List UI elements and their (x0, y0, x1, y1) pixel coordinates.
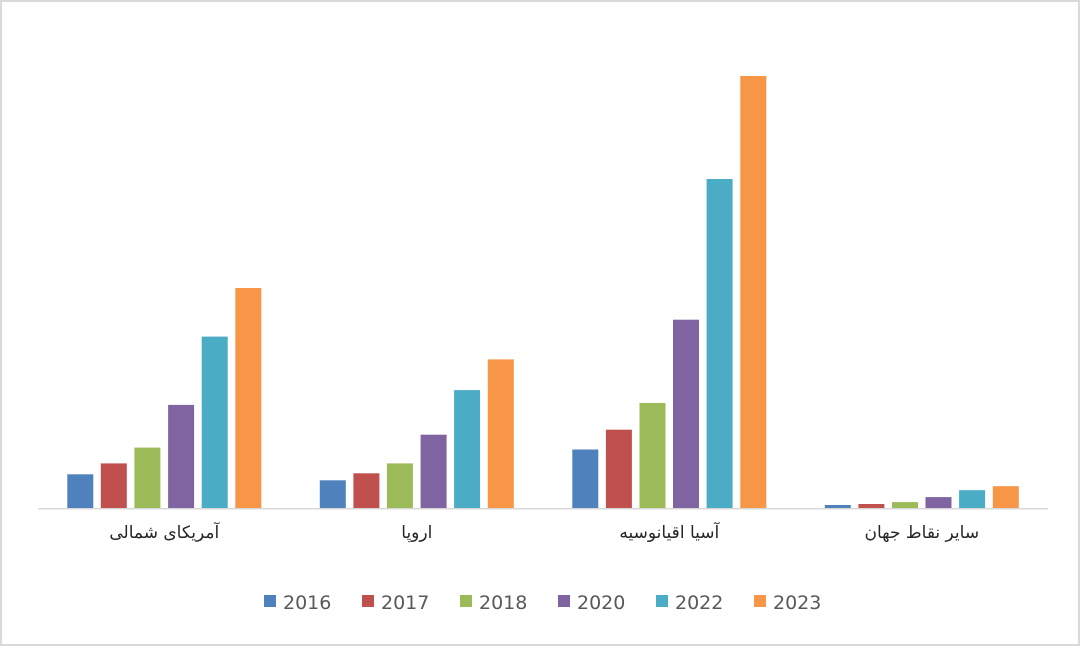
category-label: آمریکای شمالی (109, 521, 220, 543)
legend-label-2023: 2023 (773, 592, 821, 614)
bar-2016-0 (67, 474, 94, 508)
bar-2016-3 (824, 505, 851, 508)
legend-label-2018: 2018 (479, 592, 527, 614)
bar-2018-2 (639, 403, 666, 508)
legend-label-2017: 2017 (381, 592, 429, 614)
legend-label-2020: 2020 (577, 592, 625, 614)
legend-swatch-2023 (754, 595, 766, 607)
bar-2022-0 (201, 336, 228, 508)
category-label: آسیا اقیانوسیه (619, 521, 720, 543)
legend-swatch-2017 (362, 595, 374, 607)
legend: 2016 2017 2018 2020 2022 2023 (264, 592, 821, 614)
bar-2018-3 (892, 502, 918, 508)
bar-2017-2 (605, 429, 632, 508)
legend-swatch-2018 (460, 595, 472, 607)
bar-2022-1 (454, 390, 481, 508)
category-label: سایر نقاط جهان (865, 523, 980, 543)
bar-2023-3 (992, 486, 1019, 508)
bar-2020-0 (168, 404, 195, 508)
bar-2023-2 (740, 76, 767, 508)
bar-2022-2 (706, 179, 733, 508)
category-label: اروپا (401, 523, 432, 543)
legend-swatch-2020 (558, 595, 570, 607)
bar-2016-2 (572, 449, 599, 508)
bar-2017-0 (100, 463, 127, 508)
legend-label-2022: 2022 (675, 592, 723, 614)
bar-2023-1 (487, 359, 514, 508)
bar-2017-3 (858, 504, 885, 508)
bar-2018-1 (386, 463, 413, 508)
bar-2023-0 (235, 288, 262, 508)
bar-2020-2 (673, 319, 699, 508)
bar-2017-1 (353, 473, 380, 508)
bar-2018-0 (134, 447, 161, 508)
category-labels: آمریکای شمالی اروپا آسیا اقیانوسیه سایر نقا… (109, 521, 979, 543)
legend-label-2016: 2016 (283, 592, 331, 614)
bar-2020-1 (420, 434, 447, 508)
legend-swatch-2016 (264, 595, 276, 607)
legend-swatch-2022 (656, 595, 668, 607)
plot-area (67, 76, 1019, 508)
bar-2022-3 (959, 490, 986, 508)
bar-2020-3 (925, 497, 952, 508)
bar-2016-1 (319, 480, 346, 508)
